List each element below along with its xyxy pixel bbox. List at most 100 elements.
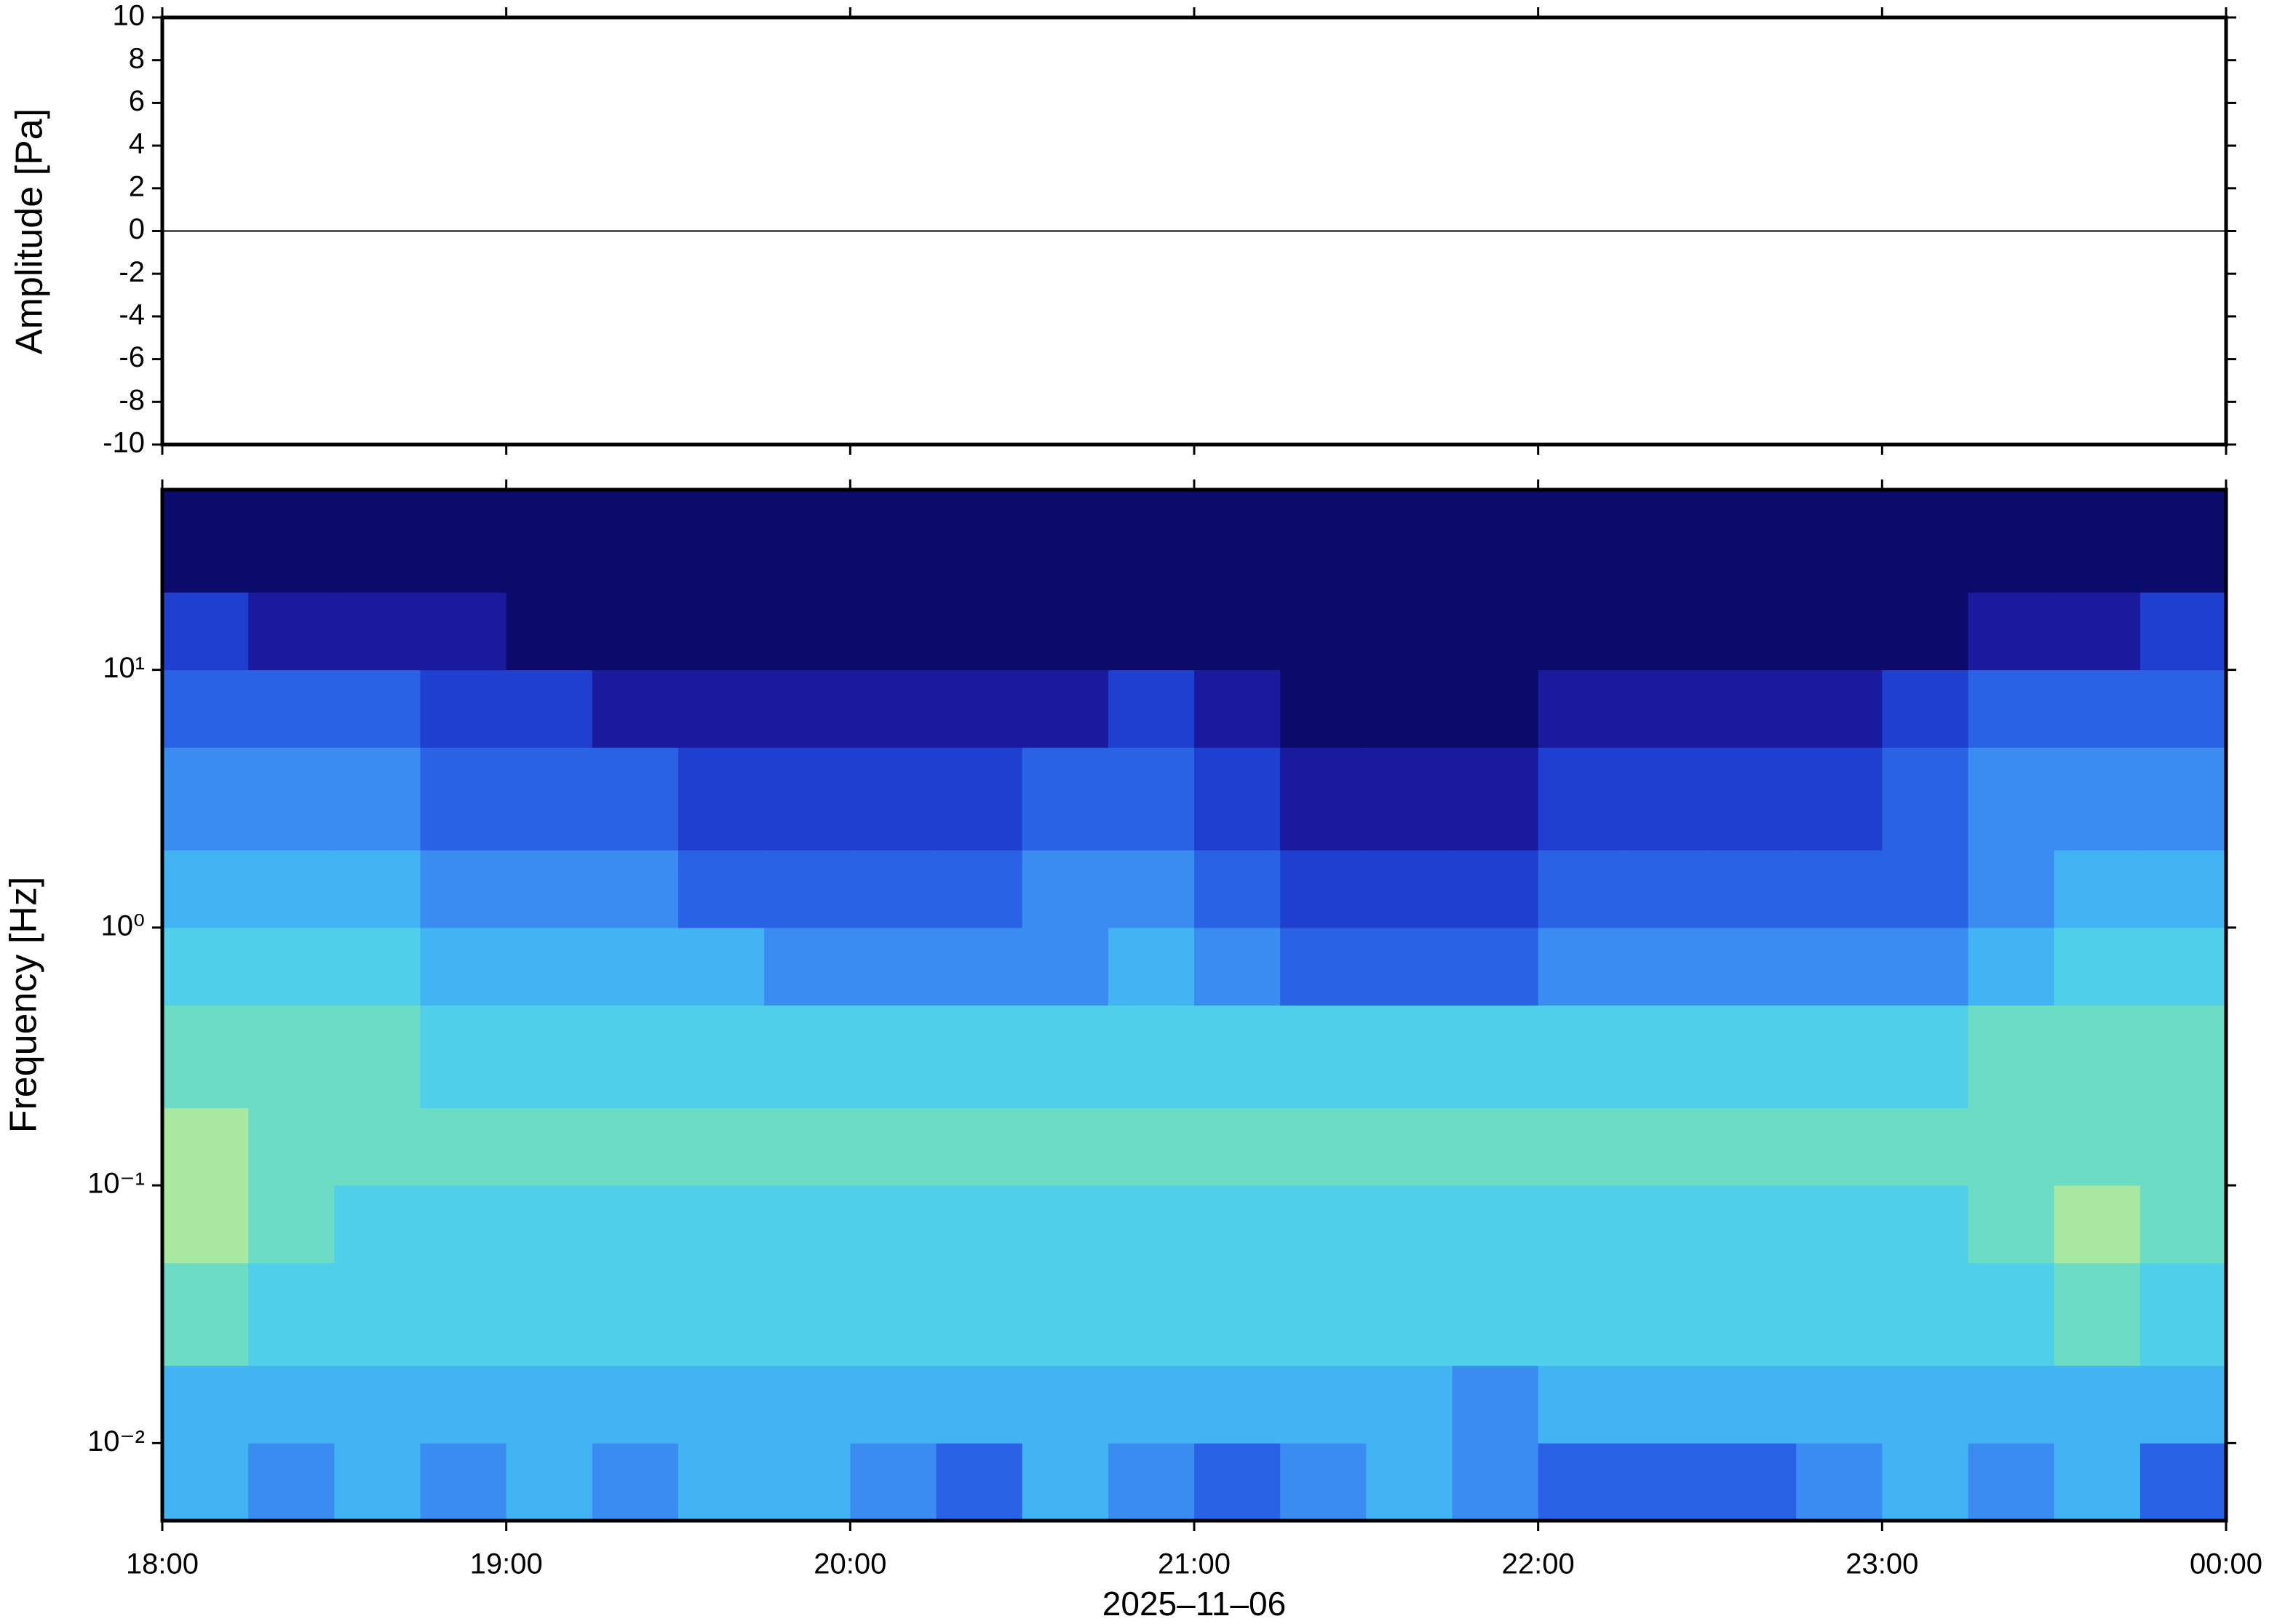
spectrogram-cell [1968, 1185, 2055, 1264]
spectrogram-cell [1710, 747, 1797, 851]
spectrogram-cell [592, 592, 679, 671]
spectrogram-cell [1624, 850, 1711, 928]
spectrogram-cell [1194, 1005, 1281, 1108]
spectrogram-cell [850, 490, 937, 593]
spectrogram-cell [2054, 490, 2141, 593]
spectrogram-cell [678, 592, 765, 671]
spectrogram-cell [678, 1107, 765, 1186]
spectrogram-cell [1882, 592, 1968, 671]
spectrogram-cell [1022, 927, 1109, 1006]
y-axis-title: Amplitude [Pa] [9, 108, 51, 354]
spectrogram-cell [1194, 1443, 1281, 1521]
spectrogram-cell [506, 747, 593, 851]
x-tick-label: 22:00 [1502, 1548, 1575, 1580]
spectrogram-cell [678, 927, 765, 1006]
spectrogram-cell [764, 850, 851, 928]
spectrogram-cell [1710, 592, 1797, 671]
spectrogram-cell [592, 1005, 679, 1108]
spectrogram-cell [1796, 592, 1883, 671]
spectrogram-cell [420, 669, 507, 748]
spectrogram-cell [1968, 490, 2055, 593]
spectrogram-cell [1452, 1185, 1539, 1264]
spectrogram-cell [1796, 1005, 1883, 1108]
y-tick-label: 10⁰ [100, 909, 145, 942]
spectrogram-cell [1022, 592, 1109, 671]
spectrogram-cell [1968, 592, 2055, 671]
y-tick-label: -2 [119, 256, 145, 288]
spectrogram-cell [334, 1443, 421, 1521]
spectrogram-cell [334, 1262, 421, 1366]
spectrogram-cell [678, 1443, 765, 1521]
spectrogram-cell [592, 927, 679, 1006]
spectrogram-cell [1882, 1005, 1968, 1108]
spectrogram-cell [1280, 747, 1367, 851]
spectrogram-cell [1280, 1005, 1367, 1108]
spectrogram-cell [1452, 850, 1539, 928]
spectrogram-cell [1022, 1185, 1109, 1264]
spectrogram-cell [2139, 850, 2227, 928]
spectrogram-cell [1366, 1005, 1453, 1108]
spectrogram-cell [1882, 1107, 1968, 1186]
spectrogram-cell [1022, 1262, 1109, 1366]
y-tick-label: 6 [129, 85, 145, 117]
spectrogram-cell [1366, 1107, 1453, 1186]
spectrogram-cell [506, 1262, 593, 1366]
spectrogram-cell [1796, 747, 1883, 851]
spectrogram-cell [1624, 592, 1711, 671]
spectrogram-cell [334, 1185, 421, 1264]
spectrogram-cell [936, 1107, 1023, 1186]
spectrogram-cell [1796, 669, 1883, 748]
spectrogram-cell [2054, 1443, 2141, 1521]
spectrogram-cell [2054, 1185, 2141, 1264]
spectrogram-cell [1280, 850, 1367, 928]
y-axis-title: Frequency [Hz] [3, 877, 45, 1134]
x-axis-title: 2025–11–06 [1102, 1585, 1286, 1623]
spectrogram-cell [506, 1107, 593, 1186]
spectrogram-cell [1968, 1365, 2055, 1444]
spectrogram-cell [248, 669, 335, 748]
spectrogram-cell [936, 592, 1023, 671]
spectrogram-cell [420, 1443, 507, 1521]
spectrogram-cell [1108, 850, 1195, 928]
spectrogram-cell [1710, 669, 1797, 748]
spectrogram-cell [1194, 490, 1281, 593]
spectrogram-cell [2139, 1185, 2227, 1264]
spectrogram-cell [764, 592, 851, 671]
spectrogram-cell [1538, 1185, 1625, 1264]
spectrogram-cell [1796, 850, 1883, 928]
spectrogram-cell [248, 1365, 335, 1444]
spectrogram-cell [678, 850, 765, 928]
spectrogram-cell [678, 490, 765, 593]
spectrogram-cell [248, 927, 335, 1006]
spectrogram-cell [1108, 1185, 1195, 1264]
spectrogram-cell [2139, 1443, 2227, 1521]
spectrogram-cell [850, 1005, 937, 1108]
spectrogram-cell [420, 850, 507, 928]
spectrogram-cell [936, 490, 1023, 593]
spectrogram-cell [850, 1443, 937, 1521]
spectrogram-cell [2054, 1365, 2141, 1444]
spectrogram-cell [936, 669, 1023, 748]
x-tick-label: 00:00 [2190, 1548, 2262, 1580]
spectrogram-cell [162, 747, 249, 851]
spectrogram-cell [1194, 1107, 1281, 1186]
spectrogram-cell [936, 927, 1023, 1006]
spectrogram-cell [1022, 747, 1109, 851]
spectrogram-cell [1538, 592, 1625, 671]
spectrogram-cell [1796, 927, 1883, 1006]
spectrogram-cell [248, 1262, 335, 1366]
x-tick-label: 21:00 [1158, 1548, 1231, 1580]
spectrogram-cell [1194, 850, 1281, 928]
spectrogram-cell [2139, 1107, 2227, 1186]
spectrogram-cell [592, 1262, 679, 1366]
spectrogram-cell [1452, 1365, 1539, 1444]
spectrogram-cell [1538, 927, 1625, 1006]
spectrogram-cell [506, 1365, 593, 1444]
spectrogram-cell [936, 1262, 1023, 1366]
spectrogram-cell [248, 490, 335, 593]
spectrogram-cell [678, 747, 765, 851]
spectrogram-cell [1624, 1185, 1711, 1264]
spectrogram-cell [1022, 1365, 1109, 1444]
spectrogram-cell [1108, 490, 1195, 593]
